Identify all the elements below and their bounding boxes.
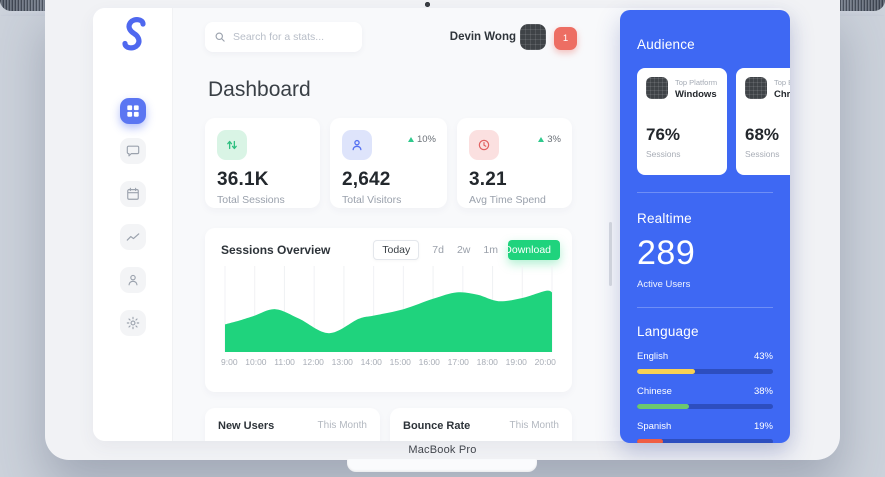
trend-line-icon <box>126 233 140 241</box>
sessions-overview-card: Sessions Overview Today 7d 2w 1m Downloa… <box>205 228 572 392</box>
sessions-area-chart <box>224 266 553 352</box>
browser-value: 68% <box>745 125 780 144</box>
avatar[interactable] <box>520 24 546 50</box>
language-row-english: English 43% <box>637 351 773 374</box>
stat-label: Total Sessions <box>217 194 285 206</box>
active-users-label: Active Users <box>637 279 691 290</box>
stat-value: 2,642 <box>342 169 391 190</box>
top-browser-card: Top Browser Chrome 68% Sessions <box>736 68 790 175</box>
sidebar-item-dashboard[interactable] <box>120 98 146 124</box>
chart-x-axis: 9:00 10:00 11:00 12:00 13:00 14:00 15:00 16:… <box>221 357 556 367</box>
language-row-chinese: Chinese 38% <box>637 386 773 409</box>
sidebar-item-messages[interactable] <box>120 138 146 164</box>
scrollbar-thumb[interactable] <box>609 222 612 286</box>
user-icon <box>128 274 138 286</box>
sidebar-item-analytics[interactable] <box>120 224 146 250</box>
notification-badge[interactable]: 1 <box>554 27 577 50</box>
sidebar-item-calendar[interactable] <box>120 181 146 207</box>
stat-delta: 10% <box>407 134 436 145</box>
sessions-arrows-icon <box>217 130 247 160</box>
stat-card-total-visitors: 10% 2,642 Total Visitors <box>330 118 447 208</box>
panel-divider <box>637 192 773 193</box>
platform-name: Windows <box>675 89 717 100</box>
calendar-icon <box>127 187 139 200</box>
clock-icon <box>469 130 499 160</box>
user-name: Devin Wong <box>449 31 516 43</box>
stat-label: Total Visitors <box>342 194 402 206</box>
language-title: Language <box>637 324 699 339</box>
download-button-label: Download <box>508 244 551 256</box>
browser-sub: Sessions <box>745 149 780 159</box>
audience-title: Audience <box>637 37 695 52</box>
stat-value: 3.21 <box>469 169 507 190</box>
new-users-card: New Users This Month <box>205 408 380 441</box>
language-name: Spanish <box>637 421 672 432</box>
language-name: English <box>637 351 669 362</box>
realtime-title: Realtime <box>637 211 692 226</box>
macbook-label: MacBook Pro <box>408 444 477 456</box>
sessions-overview-title: Sessions Overview <box>221 243 331 257</box>
range-button-1m[interactable]: 1m <box>483 244 498 256</box>
language-pct: 19% <box>753 421 773 432</box>
sessions-area-chart-wrap <box>221 266 556 352</box>
language-pct: 43% <box>753 351 773 362</box>
search-icon <box>215 32 225 42</box>
card-title: New Users <box>218 420 275 432</box>
laptop-screen: Devin Wong 1 Dashboard 36.1K Total Sessi… <box>45 0 840 460</box>
search-input[interactable] <box>205 22 362 52</box>
progress-fill <box>637 404 689 409</box>
webcam-icon <box>425 2 430 7</box>
delta-up-icon <box>407 137 414 142</box>
progress-track <box>637 439 773 443</box>
stat-label: Avg Time Spend <box>469 194 546 206</box>
card-period: This Month <box>317 420 367 431</box>
range-button-2w[interactable]: 2w <box>456 244 471 256</box>
platform-value: 76% <box>646 125 681 144</box>
laptop-trackpad-notch <box>347 459 537 472</box>
stat-delta: 3% <box>538 134 561 145</box>
bounce-rate-card: Bounce Rate This Month <box>390 408 572 441</box>
delta-up-icon <box>538 137 545 142</box>
range-button-7d[interactable]: 7d <box>432 244 444 256</box>
card-tag: Top Platform <box>675 78 718 87</box>
card-tag: Top Browser <box>774 78 790 87</box>
audience-panel: Audience Top Platform Windows 76% Sessio… <box>620 10 790 443</box>
language-name: Chinese <box>637 386 672 397</box>
stat-value: 36.1K <box>217 169 269 190</box>
app-logo-icon <box>122 17 146 51</box>
stat-card-total-sessions: 36.1K Total Sessions <box>205 118 320 208</box>
card-title: Bounce Rate <box>403 420 471 432</box>
dashboard-grid-icon <box>127 105 139 117</box>
card-period: This Month <box>509 420 559 431</box>
platform-thumbnail-icon <box>646 77 668 99</box>
progress-track <box>637 404 773 409</box>
active-users-count: 289 <box>637 234 696 272</box>
panel-divider <box>637 307 773 308</box>
platform-sub: Sessions <box>646 149 681 159</box>
sidebar-item-settings[interactable] <box>120 310 146 336</box>
top-platform-card: Top Platform Windows 76% Sessions <box>637 68 727 175</box>
range-button-today[interactable]: Today <box>373 240 420 260</box>
stat-card-avg-time: 3% 3.21 Avg Time Spend <box>457 118 572 208</box>
language-row-spanish: Spanish 19% <box>637 421 773 443</box>
language-pct: 38% <box>753 386 773 397</box>
browser-name: Chrome <box>774 89 790 100</box>
chat-bubble-icon <box>126 145 140 157</box>
page-title: Dashboard <box>208 78 311 101</box>
visitor-user-icon <box>342 130 372 160</box>
download-button[interactable]: Download <box>508 240 560 260</box>
progress-fill <box>637 439 663 443</box>
progress-track <box>637 369 773 374</box>
gear-icon <box>126 316 140 330</box>
progress-fill <box>637 369 696 374</box>
browser-thumbnail-icon <box>745 77 767 99</box>
sidebar <box>93 8 173 441</box>
sidebar-item-users[interactable] <box>120 267 146 293</box>
